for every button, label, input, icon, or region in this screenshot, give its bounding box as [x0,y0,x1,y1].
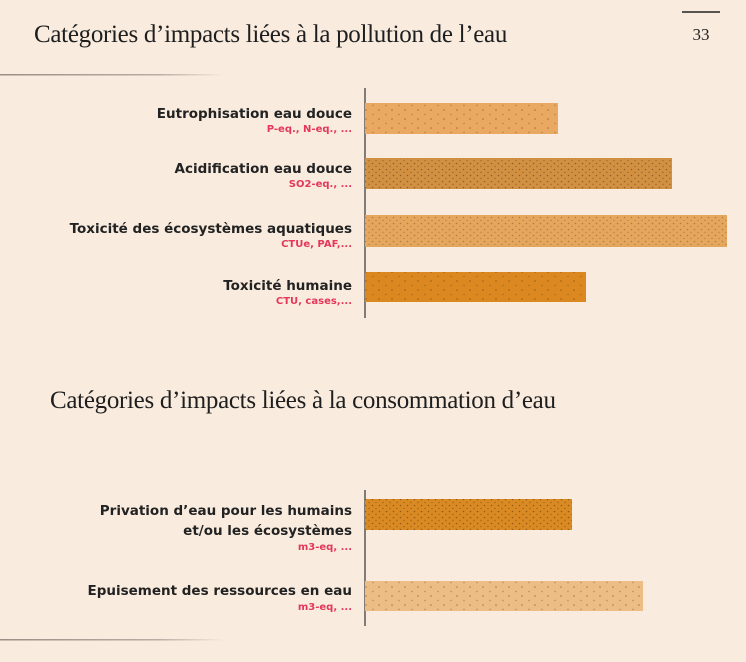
bar [365,215,727,247]
bar [365,581,643,611]
item-label: et/ou les écosystèmes [183,523,352,539]
item-label: Acidification eau douce [175,161,352,177]
item-label: Epuisement des ressources en eau [87,583,352,599]
item-unit: m3-eq, ... [298,542,352,553]
item-unit: CTU, cases,... [276,296,352,307]
divider [0,639,225,641]
item-label: Eutrophisation eau douce [157,106,352,122]
item-unit: P-eq., N-eq., ... [267,124,352,135]
item-label: Toxicité humaine [223,278,352,294]
item-label: Privation d’eau pour les humains [100,503,352,519]
page-title: Catégories d’impacts liées à la pollutio… [34,21,508,48]
divider [0,74,225,76]
section-title: Catégories d’impacts liées à la consomma… [50,387,556,414]
bar [365,158,672,189]
bar [365,499,572,530]
item-unit: CTUe, PAF,... [281,239,352,250]
item-label: Toxicité des écosystèmes aquatiques [70,221,352,237]
item-unit: SO2-eq., ... [289,179,352,190]
bar [365,272,586,302]
page-number: 33 [693,25,710,44]
item-unit: m3-eq, ... [298,602,352,613]
bar [365,103,558,134]
